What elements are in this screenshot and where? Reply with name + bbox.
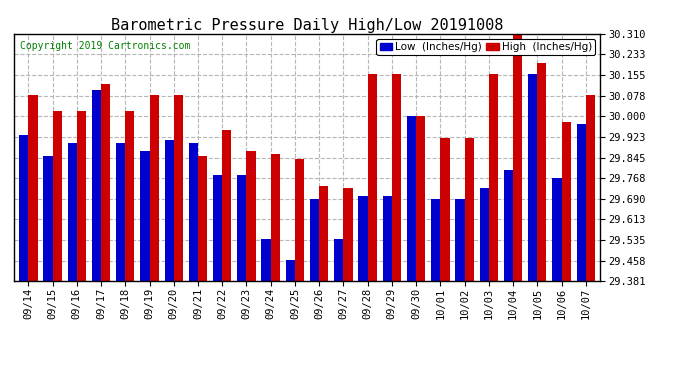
Bar	[358, 196, 368, 281]
Bar	[383, 196, 392, 281]
Bar	[92, 90, 101, 281]
Bar	[101, 84, 110, 281]
Bar	[52, 111, 62, 281]
Bar	[68, 143, 77, 281]
Bar	[28, 95, 37, 281]
Bar	[189, 143, 198, 281]
Bar	[513, 31, 522, 281]
Legend: Low  (Inches/Hg), High  (Inches/Hg): Low (Inches/Hg), High (Inches/Hg)	[377, 39, 595, 55]
Bar	[368, 74, 377, 281]
Title: Barometric Pressure Daily High/Low 20191008: Barometric Pressure Daily High/Low 20191…	[111, 18, 503, 33]
Bar	[19, 135, 28, 281]
Bar	[416, 116, 425, 281]
Bar	[538, 63, 546, 281]
Bar	[77, 111, 86, 281]
Bar	[586, 95, 595, 281]
Bar	[407, 116, 416, 281]
Bar	[116, 143, 126, 281]
Bar	[270, 154, 280, 281]
Bar	[319, 186, 328, 281]
Bar	[334, 239, 344, 281]
Bar	[295, 159, 304, 281]
Bar	[43, 156, 52, 281]
Bar	[489, 74, 498, 281]
Bar	[246, 151, 256, 281]
Bar	[174, 95, 183, 281]
Bar	[344, 188, 353, 281]
Bar	[577, 124, 586, 281]
Bar	[164, 140, 174, 281]
Bar	[464, 138, 474, 281]
Bar	[455, 199, 464, 281]
Bar	[140, 151, 150, 281]
Bar	[126, 111, 135, 281]
Bar	[286, 260, 295, 281]
Bar	[150, 95, 159, 281]
Bar	[528, 74, 538, 281]
Bar	[392, 74, 401, 281]
Text: Copyright 2019 Cartronics.com: Copyright 2019 Cartronics.com	[19, 41, 190, 51]
Bar	[431, 199, 440, 281]
Bar	[480, 188, 489, 281]
Bar	[198, 156, 207, 281]
Bar	[262, 239, 270, 281]
Bar	[213, 175, 222, 281]
Bar	[552, 178, 562, 281]
Bar	[562, 122, 571, 281]
Bar	[504, 170, 513, 281]
Bar	[440, 138, 450, 281]
Bar	[310, 199, 319, 281]
Bar	[237, 175, 246, 281]
Bar	[222, 130, 231, 281]
